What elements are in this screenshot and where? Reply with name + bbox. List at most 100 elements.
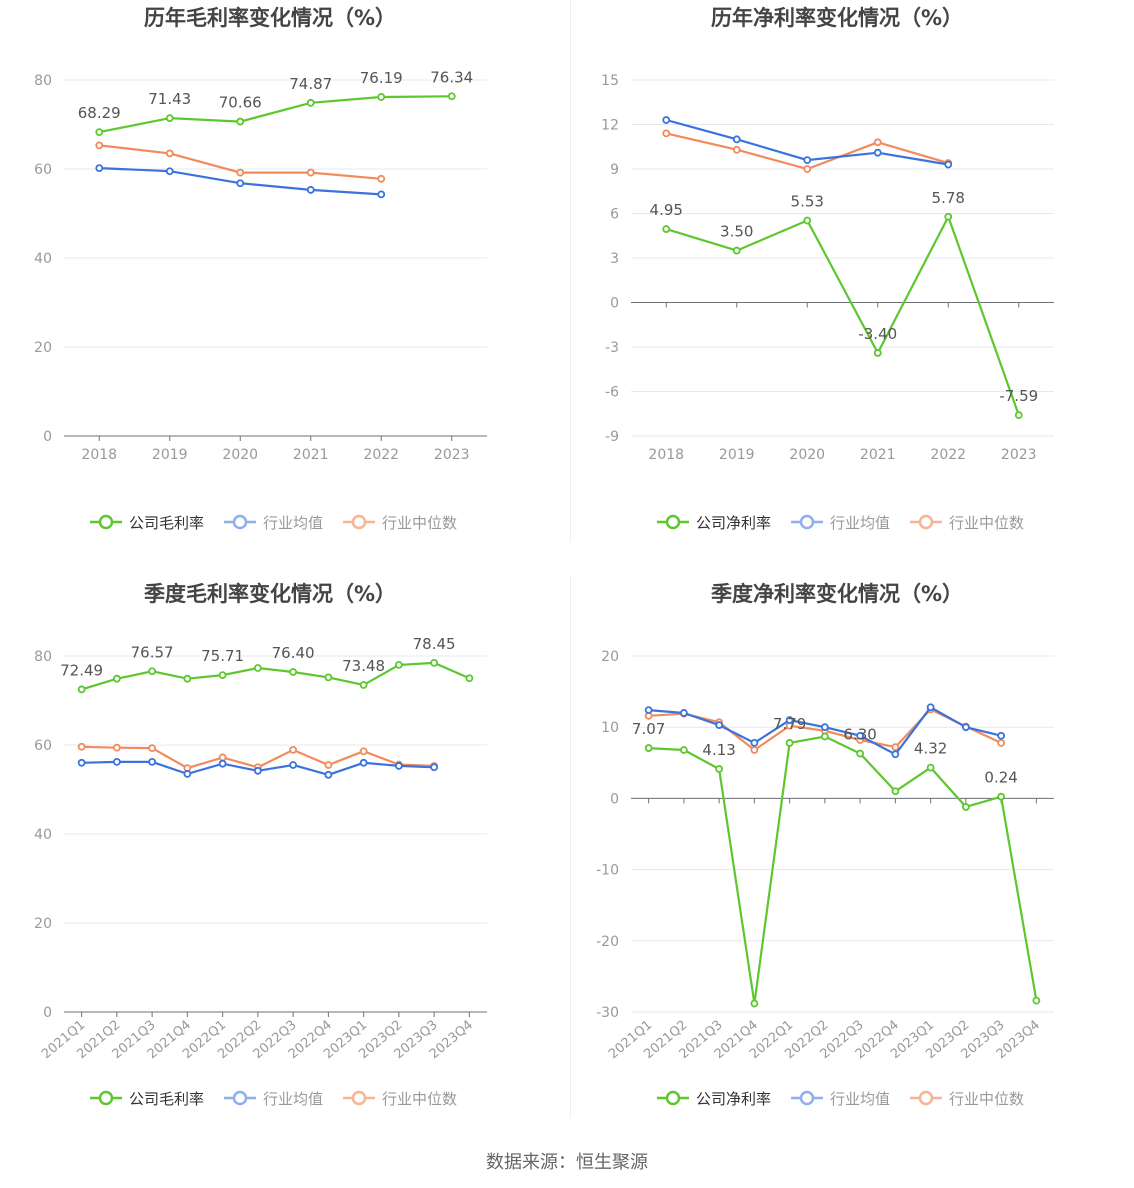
- y-tick-label: 20: [34, 340, 52, 356]
- data-point-avg: [926, 703, 935, 712]
- data-label: 68.29: [78, 104, 121, 122]
- y-tick-label: 15: [601, 73, 619, 89]
- data-point-median: [289, 745, 298, 754]
- data-point-company: [644, 744, 653, 752]
- data-label: 70.66: [219, 94, 262, 112]
- data-point-median: [77, 742, 86, 751]
- data-point-avg: [873, 148, 882, 157]
- data-point-company: [662, 225, 671, 233]
- x-tick-label: 2021: [860, 447, 896, 463]
- data-point-company: [95, 128, 104, 137]
- data-point-company: [926, 763, 935, 772]
- data-point-avg: [644, 706, 653, 715]
- data-label: 0.24: [984, 769, 1017, 787]
- data-point-company: [112, 674, 121, 683]
- data-point-company: [785, 739, 794, 747]
- legend-marker: [351, 514, 367, 530]
- y-tick-label: 6: [610, 207, 619, 223]
- data-point-avg: [856, 731, 865, 740]
- data-point-avg: [112, 758, 121, 766]
- quarterly-gross-margin-chart: 季度毛利率变化情况（%）0204060802021Q12021Q22021Q32…: [34, 582, 487, 1108]
- data-point-company: [324, 673, 333, 682]
- y-tick-label: 40: [34, 827, 52, 843]
- data-point-avg: [785, 716, 794, 724]
- y-tick-label: 10: [601, 720, 619, 736]
- legend-label: 行业中位数: [382, 1090, 457, 1108]
- legend-label: 行业均值: [830, 514, 890, 532]
- data-point-company: [856, 749, 865, 758]
- y-tick-label: 40: [34, 251, 52, 267]
- legend-label: 公司毛利率: [129, 514, 204, 532]
- data-label: 78.45: [413, 635, 456, 653]
- data-label: 71.43: [148, 90, 191, 108]
- data-point-company: [377, 93, 386, 101]
- data-point-avg: [803, 156, 812, 165]
- chart-panel-quarterly-net: 季度净利率变化情况（%） -30 -20 -10 0 10 20 2021Q1 2021Q2 20…: [567, 576, 1134, 1152]
- legend-label: 行业均值: [263, 1090, 323, 1108]
- data-label: 6.30: [843, 726, 876, 744]
- data-point-company: [183, 674, 192, 683]
- data-point-avg: [679, 709, 688, 717]
- data-point-avg: [732, 135, 741, 144]
- y-tick-label: 0: [43, 429, 52, 445]
- data-point-median: [377, 174, 386, 183]
- data-point-median: [732, 145, 741, 154]
- annual-gross-margin-chart: 历年毛利率变化情况（%） 0 20 40 60 80 2018 2019 2020 2021 202…: [34, 6, 487, 532]
- data-point-company: [465, 674, 474, 683]
- divider-top: [570, 0, 571, 542]
- data-label: -3.40: [858, 325, 897, 343]
- legend-marker: [918, 1090, 934, 1106]
- x-tick-label: 2022: [363, 447, 399, 463]
- series-line-company: [99, 95, 452, 134]
- data-point-avg: [95, 164, 104, 173]
- y-tick-label: 80: [34, 73, 52, 89]
- data-point-avg: [306, 186, 315, 194]
- data-point-avg: [750, 738, 759, 747]
- data-point-avg: [183, 770, 192, 778]
- data-point-company: [750, 999, 759, 1008]
- data-point-company: [1032, 996, 1041, 1005]
- y-tick-label: 0: [43, 1005, 52, 1021]
- data-label: 76.19: [360, 69, 403, 87]
- data-point-avg: [715, 721, 724, 729]
- data-point-avg: [148, 758, 157, 766]
- series-line-company: [665, 214, 1020, 416]
- data-point-company: [77, 685, 86, 694]
- data-point-avg: [961, 723, 970, 732]
- data-point-median: [662, 129, 671, 138]
- data-point-avg: [891, 750, 900, 759]
- y-tick-label: -9: [605, 429, 619, 445]
- series-line-company: [648, 735, 1038, 1004]
- data-point-company: [1014, 411, 1023, 419]
- data-point-median: [803, 165, 812, 173]
- legend-marker: [98, 1090, 114, 1106]
- data-point-avg: [662, 116, 671, 124]
- data-label: 4.32: [914, 740, 947, 758]
- data-point-company: [803, 216, 812, 225]
- data-label: 76.57: [131, 643, 174, 661]
- data-point-median: [112, 743, 121, 752]
- data-point-avg: [236, 179, 245, 188]
- data-point-median: [95, 141, 104, 150]
- y-tick-label: 12: [601, 118, 619, 134]
- y-tick-label: 0: [610, 296, 619, 312]
- data-point-company: [359, 681, 368, 689]
- data-label: 76.40: [272, 644, 315, 662]
- data-point-avg: [359, 758, 368, 767]
- data-point-company: [148, 667, 157, 676]
- y-tick-label: 20: [34, 916, 52, 932]
- data-point-avg: [165, 167, 174, 176]
- data-label: 75.71: [201, 647, 244, 665]
- legend-label: 行业中位数: [949, 514, 1024, 532]
- x-tick-label: 2023: [1001, 447, 1037, 463]
- y-tick-label: 9: [610, 162, 619, 178]
- data-point-median: [359, 747, 368, 756]
- data-label: 73.48: [342, 657, 385, 675]
- x-tick-label: 2023: [434, 447, 470, 463]
- data-label: 5.78: [932, 189, 965, 207]
- data-point-median: [891, 743, 900, 752]
- x-tick-label: 2022: [930, 447, 966, 463]
- data-point-avg: [820, 723, 829, 732]
- data-point-median: [218, 753, 227, 762]
- data-label: 5.53: [791, 192, 824, 210]
